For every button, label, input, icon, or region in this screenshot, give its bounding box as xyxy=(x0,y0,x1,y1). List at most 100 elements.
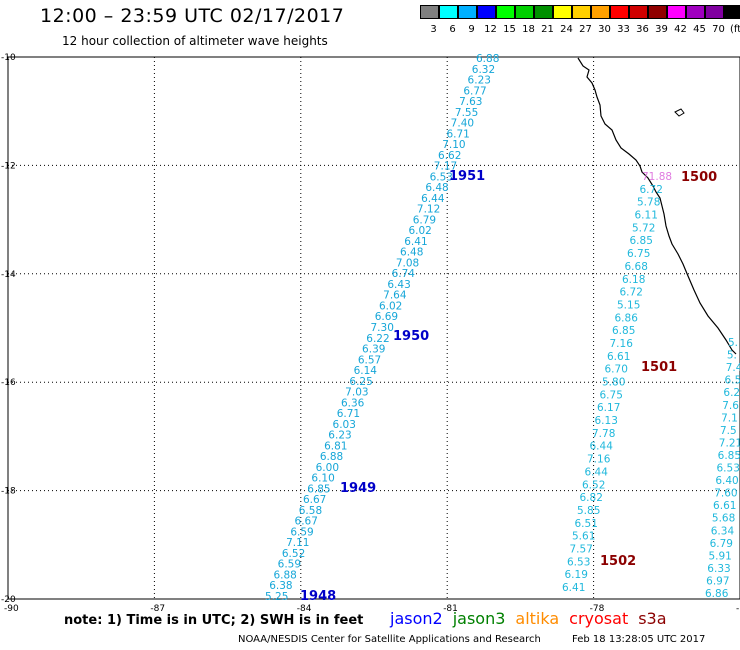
track-a-value: 6.59 xyxy=(290,526,313,538)
track-a-value: 6.71 xyxy=(446,128,469,140)
colorbar-swatch xyxy=(572,5,591,19)
colorbar-label: 30 xyxy=(598,24,611,35)
track-a-value: 6.48 xyxy=(425,182,448,194)
track-a-value: 6.58 xyxy=(299,505,322,517)
track-c-value: 6.85 xyxy=(718,450,740,462)
track-a-value: 6.00 xyxy=(316,462,339,474)
track-a-value: 6.03 xyxy=(333,419,356,431)
pass-label-1500: 1500 xyxy=(681,170,717,185)
track-a-value: 6.41 xyxy=(404,236,427,248)
track-c-value: 6.34 xyxy=(711,525,735,537)
track-c-value: 6.2 xyxy=(723,387,740,399)
track-b-value: 5.72 xyxy=(632,222,655,234)
track-c-value: 6.61 xyxy=(713,500,736,512)
track-a-value: 7.03 xyxy=(345,387,368,399)
track-b-value: 6.85 xyxy=(612,325,635,337)
track-b-value: 6.53 xyxy=(567,556,590,568)
track-a-value: 6.10 xyxy=(311,473,334,485)
track-c-value: 7.4 xyxy=(726,362,740,374)
track-a-value: 6.22 xyxy=(366,333,389,345)
legend-jason2: jason2 xyxy=(390,609,443,628)
y-tick-label: -14 xyxy=(1,270,16,280)
track-c-value: 6.33 xyxy=(707,563,730,575)
track-a-value: 7.11 xyxy=(286,537,309,549)
colorbar-swatch xyxy=(686,5,705,19)
map-frame xyxy=(7,56,740,600)
colorbar-swatch xyxy=(439,5,458,19)
colorbar-label: 6 xyxy=(449,24,456,35)
colorbar-swatch xyxy=(648,5,667,19)
track-c-value: 5. xyxy=(727,350,737,362)
x-tick-label: -75 xyxy=(736,604,740,614)
colorbar-label: 3 xyxy=(430,24,437,35)
colorbar-swatch xyxy=(724,5,740,19)
track-c-value: 7.5 xyxy=(720,425,737,437)
track-b-value: 6.44 xyxy=(590,441,614,453)
colorbar-swatch xyxy=(553,5,572,19)
track-a-value: 5.25 xyxy=(265,591,288,603)
colorbar-label: 39 xyxy=(655,24,668,35)
track-b-value: 6.72 xyxy=(620,287,643,299)
coastline xyxy=(577,57,737,355)
track-b-value: 7.78 xyxy=(592,428,615,440)
track-a-value: 6.23 xyxy=(328,430,351,442)
legend-altika: altika xyxy=(515,609,560,628)
track-c-value: 7.1 xyxy=(721,412,738,424)
track-c-value: 6.79 xyxy=(710,538,733,550)
track-c-value: 7.60 xyxy=(714,488,737,500)
track-b-value: 6.41 xyxy=(562,582,585,594)
track-b-value: 6.13 xyxy=(595,415,618,427)
track-a-value: 7.30 xyxy=(371,322,394,334)
track-a-value: 6.44 xyxy=(421,193,445,205)
track-b-value: 6.85 xyxy=(630,235,653,247)
track-b-value: 7.16 xyxy=(610,338,634,350)
track-b-value: 5.78 xyxy=(637,197,660,209)
track-a-value: 7.55 xyxy=(455,107,478,119)
map-subtitle: 12 hour collection of altimeter wave hei… xyxy=(62,34,328,48)
track-a-value: 6.85 xyxy=(307,483,330,495)
track-b-value: 6.70 xyxy=(605,364,628,376)
colorbar-swatch xyxy=(591,5,610,19)
track-b-value: 6.72 xyxy=(640,184,663,196)
track-b-value: 6.86 xyxy=(615,312,639,324)
track-a-value: 7.17 xyxy=(434,161,457,173)
track-c-value: 7.6 xyxy=(722,400,739,412)
track-b-value: 6.51 xyxy=(575,518,598,530)
pass-label-1950: 1950 xyxy=(393,329,429,344)
colorbar-swatch xyxy=(667,5,686,19)
x-tick-label: -84 xyxy=(297,604,312,614)
pass-label-1948: 1948 xyxy=(300,589,336,604)
track-a-value: 6.67 xyxy=(303,494,326,506)
track-a-value: 6.52 xyxy=(282,548,305,560)
pass-label-1502: 1502 xyxy=(600,554,636,569)
track-a-value: 6.39 xyxy=(362,344,385,356)
track-a-value: 6.77 xyxy=(463,85,486,97)
colorbar-label: 42 xyxy=(674,24,687,35)
track-a-value: 6.36 xyxy=(341,397,365,409)
track-c-value: 6.53 xyxy=(717,463,740,475)
x-tick-label: -90 xyxy=(4,604,19,614)
track-a-value: 6.79 xyxy=(413,214,436,226)
colorbar-label: (ft) xyxy=(729,24,740,35)
track-a-value: 7.64 xyxy=(383,290,407,302)
track-c-value: 6.97 xyxy=(706,575,729,587)
x-tick-label: -78 xyxy=(590,604,605,614)
colorbar-swatch xyxy=(458,5,477,19)
pass-label-1951: 1951 xyxy=(449,169,485,184)
y-tick-label: -12 xyxy=(1,161,16,171)
colorbar-label: 27 xyxy=(579,24,592,35)
colorbar-label: 15 xyxy=(503,24,516,35)
colorbar-label: 36 xyxy=(636,24,649,35)
y-tick-label: -18 xyxy=(1,487,16,497)
track-a-value: 6.62 xyxy=(438,150,461,162)
track-b-value: 7.16 xyxy=(587,454,611,466)
legend-s3a: s3a xyxy=(638,609,667,628)
track-a-value: 6.88 xyxy=(476,53,499,65)
colorbar-swatch xyxy=(477,5,496,19)
pass-label-1501: 1501 xyxy=(641,360,677,375)
track-a-value: 6.74 xyxy=(392,268,416,280)
colorbar-swatch xyxy=(610,5,629,19)
x-tick-label: -87 xyxy=(150,604,165,614)
track-c-value: 6.40 xyxy=(715,475,738,487)
track-a-value: 7.40 xyxy=(451,118,474,130)
